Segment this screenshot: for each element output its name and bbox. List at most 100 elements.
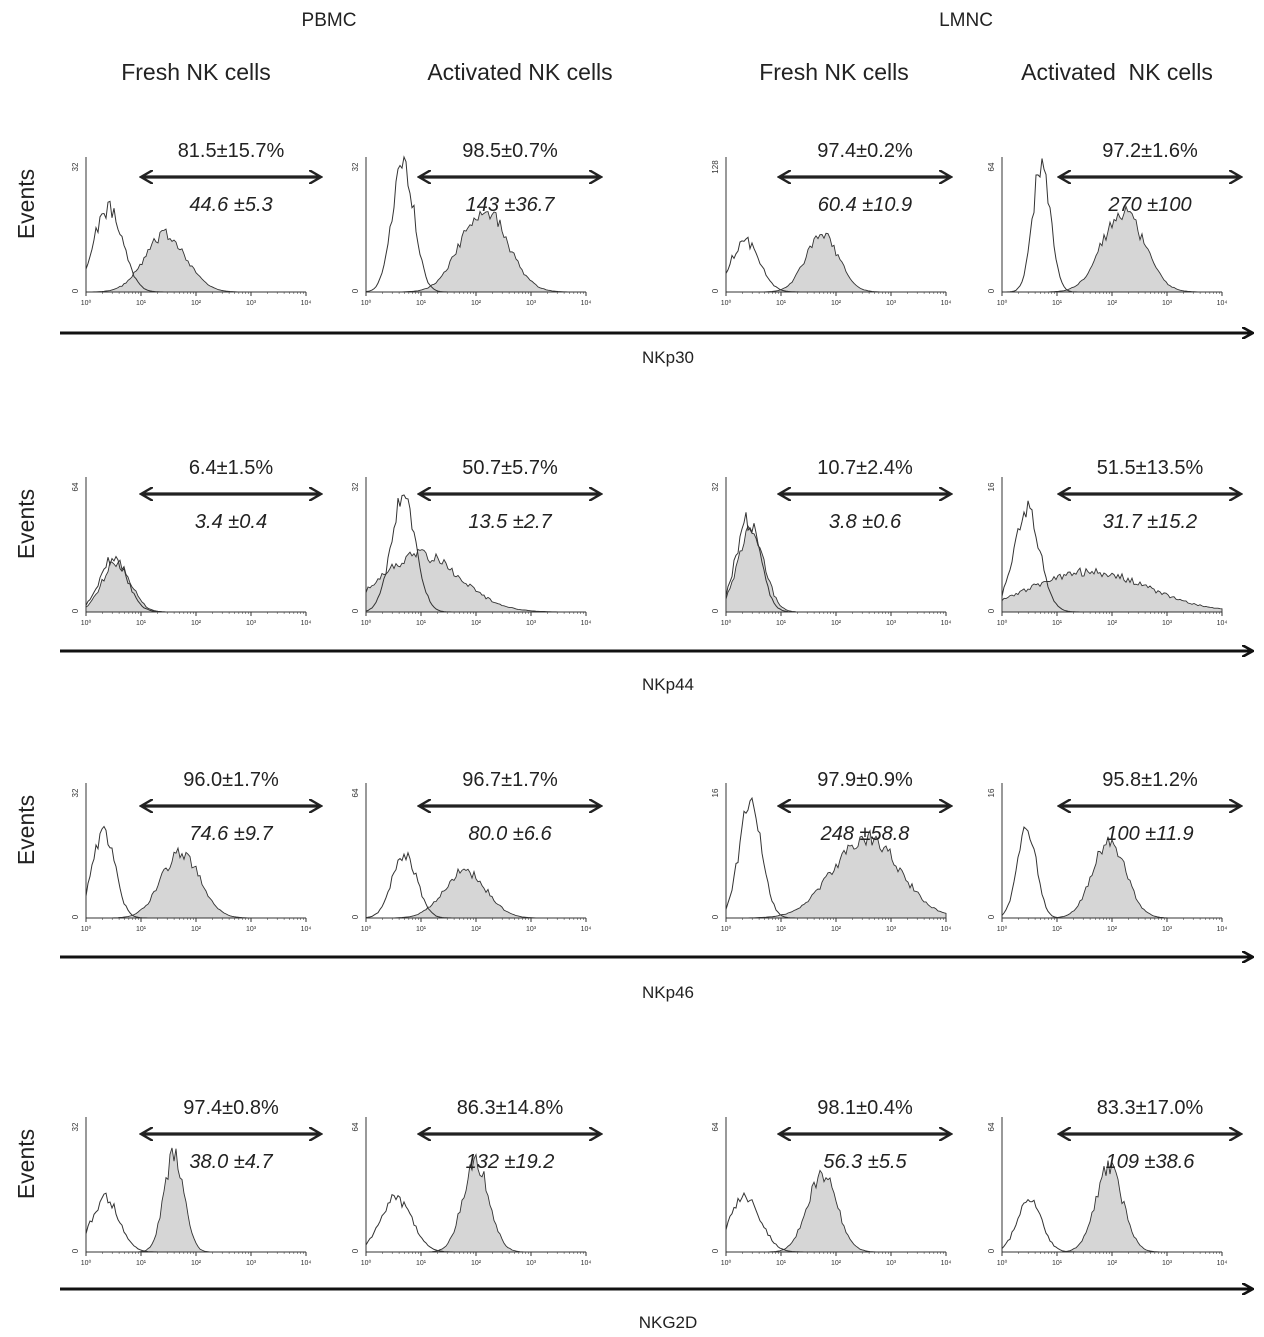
stained-histogram bbox=[366, 210, 586, 293]
x-tick-label: 10⁴ bbox=[1217, 1260, 1228, 1267]
stained-histogram bbox=[1002, 205, 1222, 293]
x-tick-label: 10⁰ bbox=[361, 619, 372, 627]
x-tick-label: 10¹ bbox=[136, 620, 147, 627]
x-tick-label: 10⁰ bbox=[721, 619, 732, 627]
percent-positive-label: 97.9±0.9% bbox=[817, 769, 913, 791]
isotype-control-histogram bbox=[85, 1192, 306, 1253]
isotype-control-histogram bbox=[85, 200, 306, 293]
stained-histogram bbox=[85, 228, 306, 293]
percent-positive-label: 86.3±14.8% bbox=[457, 1097, 564, 1119]
mfi-label: 38.0 ±4.7 bbox=[189, 1151, 273, 1173]
x-tick-label: 10³ bbox=[886, 926, 897, 933]
y-max-label: 32 bbox=[351, 162, 360, 171]
x-tick-label: 10⁴ bbox=[941, 1260, 952, 1267]
y-max-label: 32 bbox=[71, 788, 80, 797]
percent-positive-label: 6.4±1.5% bbox=[189, 457, 274, 479]
x-tick-label: 10³ bbox=[1162, 620, 1173, 627]
events-axis-label: Events bbox=[13, 1129, 39, 1199]
stained-histogram bbox=[726, 1169, 946, 1253]
isotype-control-histogram bbox=[725, 796, 946, 919]
x-tick-label: 10⁴ bbox=[941, 300, 952, 307]
x-tick-label: 10² bbox=[471, 926, 482, 933]
marker-label: NKG2D bbox=[639, 1313, 698, 1332]
isotype-control-histogram bbox=[1002, 158, 1222, 293]
isotype-control-histogram bbox=[365, 494, 586, 613]
y-zero-label: 0 bbox=[987, 914, 996, 919]
percent-positive-label: 51.5±13.5% bbox=[1097, 457, 1204, 479]
mfi-label: 60.4 ±10.9 bbox=[818, 194, 912, 216]
row-axes: Events NKp30 Events NKp44 Events NKp46 Events N… bbox=[13, 169, 1252, 1332]
x-tick-label: 10² bbox=[831, 300, 842, 307]
x-tick-label: 10² bbox=[471, 1260, 482, 1267]
y-zero-label: 0 bbox=[351, 288, 360, 293]
histogram-nkg2d-lmnc-activated: 64 0 10⁰ 10¹ 10² 10³ 10⁴ 83.3±17.0% 109 ±38.6 bbox=[987, 1097, 1240, 1267]
y-max-label: 32 bbox=[711, 482, 720, 491]
mfi-label: 44.6 ±5.3 bbox=[189, 194, 272, 216]
isotype-control-histogram bbox=[85, 555, 306, 613]
column-label-pbmc-activated: Activated NK cells bbox=[427, 59, 612, 85]
x-tick-label: 10¹ bbox=[416, 926, 427, 933]
mfi-label: 248 ±58.8 bbox=[820, 823, 910, 845]
histogram-nkp44-lmnc-activated: 16 0 10⁰ 10¹ 10² 10³ 10⁴ 51.5±13.5% 31.7 ±15.2 bbox=[987, 457, 1240, 627]
percent-positive-label: 50.7±5.7% bbox=[462, 457, 558, 479]
mfi-label: 3.8 ±0.6 bbox=[829, 511, 902, 533]
x-tick-label: 10⁰ bbox=[997, 619, 1008, 627]
x-tick-label: 10⁴ bbox=[301, 926, 312, 933]
mfi-label: 13.5 ±2.7 bbox=[468, 511, 552, 533]
stained-histogram bbox=[726, 829, 947, 919]
isotype-control-histogram bbox=[725, 1191, 946, 1253]
y-max-label: 32 bbox=[71, 1122, 80, 1131]
x-tick-label: 10⁴ bbox=[581, 1260, 592, 1267]
x-tick-label: 10³ bbox=[526, 620, 537, 627]
x-tick-label: 10⁰ bbox=[81, 619, 92, 627]
x-tick-label: 10⁴ bbox=[1217, 300, 1228, 307]
y-max-label: 32 bbox=[351, 482, 360, 491]
x-tick-label: 10⁰ bbox=[81, 299, 92, 307]
mfi-label: 74.6 ±9.7 bbox=[189, 823, 273, 845]
mfi-label: 56.3 ±5.5 bbox=[823, 1151, 907, 1173]
y-zero-label: 0 bbox=[71, 608, 80, 613]
group-label-pbmc: PBMC bbox=[302, 10, 357, 31]
marker-label: NKp30 bbox=[642, 348, 694, 367]
x-tick-label: 10² bbox=[471, 620, 482, 627]
x-tick-label: 10³ bbox=[886, 300, 897, 307]
histogram-nkp30-lmnc-activated: 64 0 10⁰ 10¹ 10² 10³ 10⁴ 97.2±1.6% 270 ±100 bbox=[987, 140, 1240, 307]
y-zero-label: 0 bbox=[987, 608, 996, 613]
x-tick-label: 10⁰ bbox=[81, 1259, 92, 1267]
y-zero-label: 0 bbox=[987, 288, 996, 293]
histogram-nkp30-pbmc-fresh: 32 0 10⁰ 10¹ 10² 10³ 10⁴ 81.5±15.7% 44.6 ±5.3 bbox=[71, 140, 320, 307]
mfi-label: 132 ±19.2 bbox=[466, 1151, 555, 1173]
x-tick-label: 10⁴ bbox=[581, 300, 592, 307]
group-label-lmnc: LMNC bbox=[939, 10, 993, 31]
x-tick-label: 10⁰ bbox=[361, 1259, 372, 1267]
y-max-label: 64 bbox=[351, 788, 360, 797]
y-max-label: 64 bbox=[987, 162, 996, 171]
isotype-control-histogram bbox=[725, 512, 946, 613]
x-tick-label: 10¹ bbox=[136, 1260, 147, 1267]
percent-positive-label: 98.1±0.4% bbox=[817, 1097, 913, 1119]
x-tick-label: 10⁰ bbox=[721, 925, 732, 933]
x-tick-label: 10⁴ bbox=[941, 926, 952, 933]
x-tick-label: 10³ bbox=[886, 1260, 897, 1267]
histogram-nkg2d-pbmc-fresh: 32 0 10⁰ 10¹ 10² 10³ 10⁴ 97.4±0.8% 38.0 ±4.7 bbox=[71, 1097, 320, 1267]
x-tick-label: 10⁰ bbox=[997, 299, 1008, 307]
histogram-nkg2d-pbmc-activated: 64 0 10⁰ 10¹ 10² 10³ 10⁴ 86.3±14.8% 132 ±19.2 bbox=[351, 1097, 600, 1267]
x-tick-label: 10³ bbox=[246, 300, 257, 307]
x-tick-label: 10² bbox=[191, 620, 202, 627]
x-tick-label: 10¹ bbox=[416, 300, 427, 307]
percent-positive-label: 10.7±2.4% bbox=[817, 457, 913, 479]
y-max-label: 64 bbox=[351, 1122, 360, 1131]
isotype-control-histogram bbox=[365, 155, 586, 293]
histogram-panels: 32 0 10⁰ 10¹ 10² 10³ 10⁴ 81.5±15.7% 44.6 ±5.3 32 0… bbox=[71, 140, 1240, 1267]
stained-histogram bbox=[85, 559, 306, 613]
x-tick-label: 10⁴ bbox=[581, 620, 592, 627]
x-tick-label: 10² bbox=[191, 926, 202, 933]
percent-positive-label: 96.0±1.7% bbox=[183, 769, 279, 791]
x-tick-label: 10¹ bbox=[776, 620, 787, 627]
isotype-control-histogram bbox=[365, 851, 586, 919]
x-tick-label: 10¹ bbox=[136, 926, 147, 933]
stained-histogram bbox=[366, 867, 586, 919]
stained-histogram bbox=[1002, 1160, 1222, 1253]
mfi-label: 270 ±100 bbox=[1107, 194, 1191, 216]
percent-positive-label: 95.8±1.2% bbox=[1102, 769, 1198, 791]
